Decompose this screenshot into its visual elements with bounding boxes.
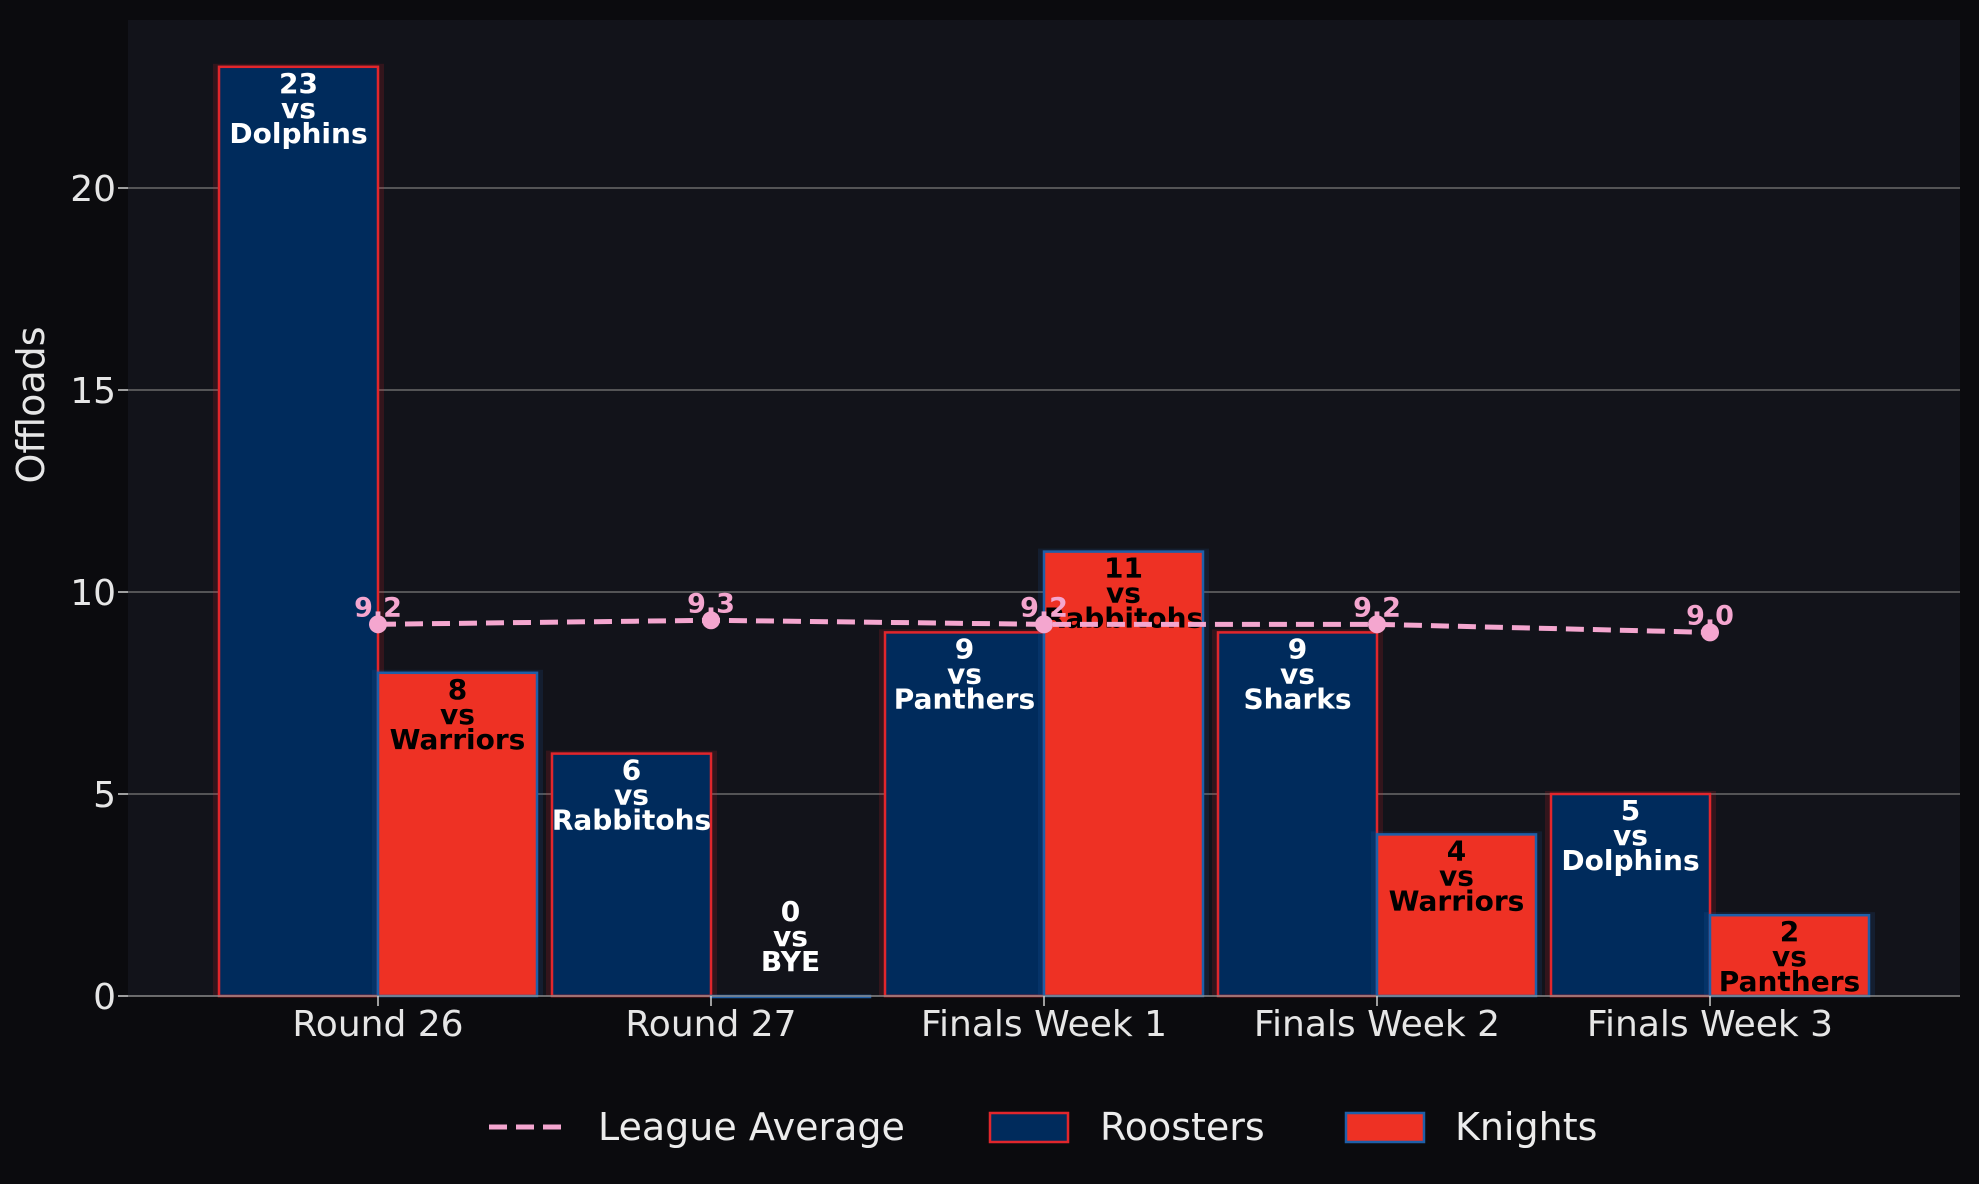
roosters-bar-5 — [1549, 792, 1712, 998]
bar-data-label: Rabbitohs — [1044, 602, 1203, 635]
bar-data-label: 9 — [955, 632, 974, 665]
bar-data-label: Panthers — [894, 682, 1035, 715]
bar-data-label: 23 — [279, 67, 318, 100]
y-axis-ticks: 0 5 10 15 20 — [70, 169, 128, 1018]
legend-label-knights: Knights — [1455, 1105, 1597, 1149]
bar-data-label: 4 — [1447, 834, 1466, 867]
league-average-line — [377, 617, 1711, 635]
legend-label-roosters: Roosters — [1100, 1105, 1265, 1149]
bar-data-label: Sharks — [1243, 682, 1351, 715]
knights-bar-4 — [1375, 833, 1538, 998]
bar-data-label: vs — [1439, 859, 1474, 892]
league-average-point — [702, 611, 720, 630]
bar-data-label: 5 — [1621, 794, 1640, 827]
x-tick-label: Finals Week 1 — [921, 1004, 1167, 1045]
bar-data-label: vs — [614, 779, 649, 812]
legend-swatch-roosters — [988, 1111, 1070, 1144]
y-axis-title: Offloads — [9, 326, 53, 483]
bars — [213, 63, 1875, 999]
league-average-point — [1035, 615, 1053, 634]
bar-data-label: 8 — [448, 673, 467, 706]
league-average-label: 9.2 — [1353, 592, 1401, 623]
bar-data-label: Dolphins — [229, 117, 367, 150]
x-axis-ticks: Round 26 Round 27 Finals Week 1 Finals Week… — [292, 996, 1833, 1045]
bar-data-label: 0 — [781, 895, 800, 928]
bar-data-label: 6 — [622, 754, 641, 787]
bar-data-label: vs — [947, 657, 982, 690]
bar-data-label: Rabbitohs — [552, 804, 711, 837]
legend-swatch-knights — [1344, 1111, 1426, 1144]
x-tick-label: Finals Week 3 — [1587, 1004, 1833, 1045]
league-average-point — [1368, 615, 1386, 634]
league-average-series: 9.2 9.3 9.2 9.2 9.0 — [354, 588, 1734, 642]
bar-data-label: 2 — [1780, 915, 1799, 948]
league-average-point — [369, 615, 387, 634]
y-tick-label: 15 — [70, 371, 116, 412]
y-tick-label: 0 — [93, 977, 116, 1018]
bar-data-label: Warriors — [1389, 884, 1525, 917]
roosters-bar-4 — [1216, 631, 1379, 998]
roosters-bar-1 — [217, 65, 380, 998]
bar-labels: 23vsDolphins6vsRabbitohs9vsPanthers9vsSh… — [229, 67, 1860, 998]
bar-data-label: Panthers — [1719, 965, 1860, 998]
bar-data-label: BYE — [761, 945, 820, 978]
league-average-label: 9.0 — [1686, 600, 1734, 631]
y-tick-label: 10 — [70, 573, 116, 614]
bar-data-label: vs — [440, 698, 475, 731]
y-tick-label: 20 — [70, 169, 116, 210]
legend: League Average Roosters Knights — [489, 1105, 1597, 1149]
bar-data-label: Warriors — [390, 723, 526, 756]
x-tick-label: Finals Week 2 — [1254, 1004, 1500, 1045]
knights-bar-1 — [376, 671, 539, 998]
league-average-point — [1701, 623, 1719, 642]
bar-data-label: vs — [1613, 819, 1648, 852]
bar-data-label: vs — [1106, 577, 1141, 610]
bar-data-label: vs — [1280, 657, 1315, 690]
x-tick-label: Round 26 — [292, 1004, 463, 1045]
league-average-label: 9.2 — [354, 592, 402, 623]
y-tick-label: 5 — [93, 775, 116, 816]
bar-data-label: vs — [281, 92, 316, 125]
bar-data-label: vs — [773, 920, 808, 953]
bar-data-label: 9 — [1288, 632, 1307, 665]
league-average-label: 9.3 — [687, 588, 735, 619]
bar-data-label: vs — [1772, 940, 1807, 973]
bar-data-label: 11 — [1104, 552, 1143, 585]
roosters-bar-2 — [550, 752, 713, 998]
legend-label-league-average: League Average — [598, 1105, 905, 1149]
x-tick-label: Round 27 — [625, 1004, 796, 1045]
league-average-label: 9.2 — [1020, 592, 1068, 623]
bar-data-label: Dolphins — [1561, 844, 1699, 877]
